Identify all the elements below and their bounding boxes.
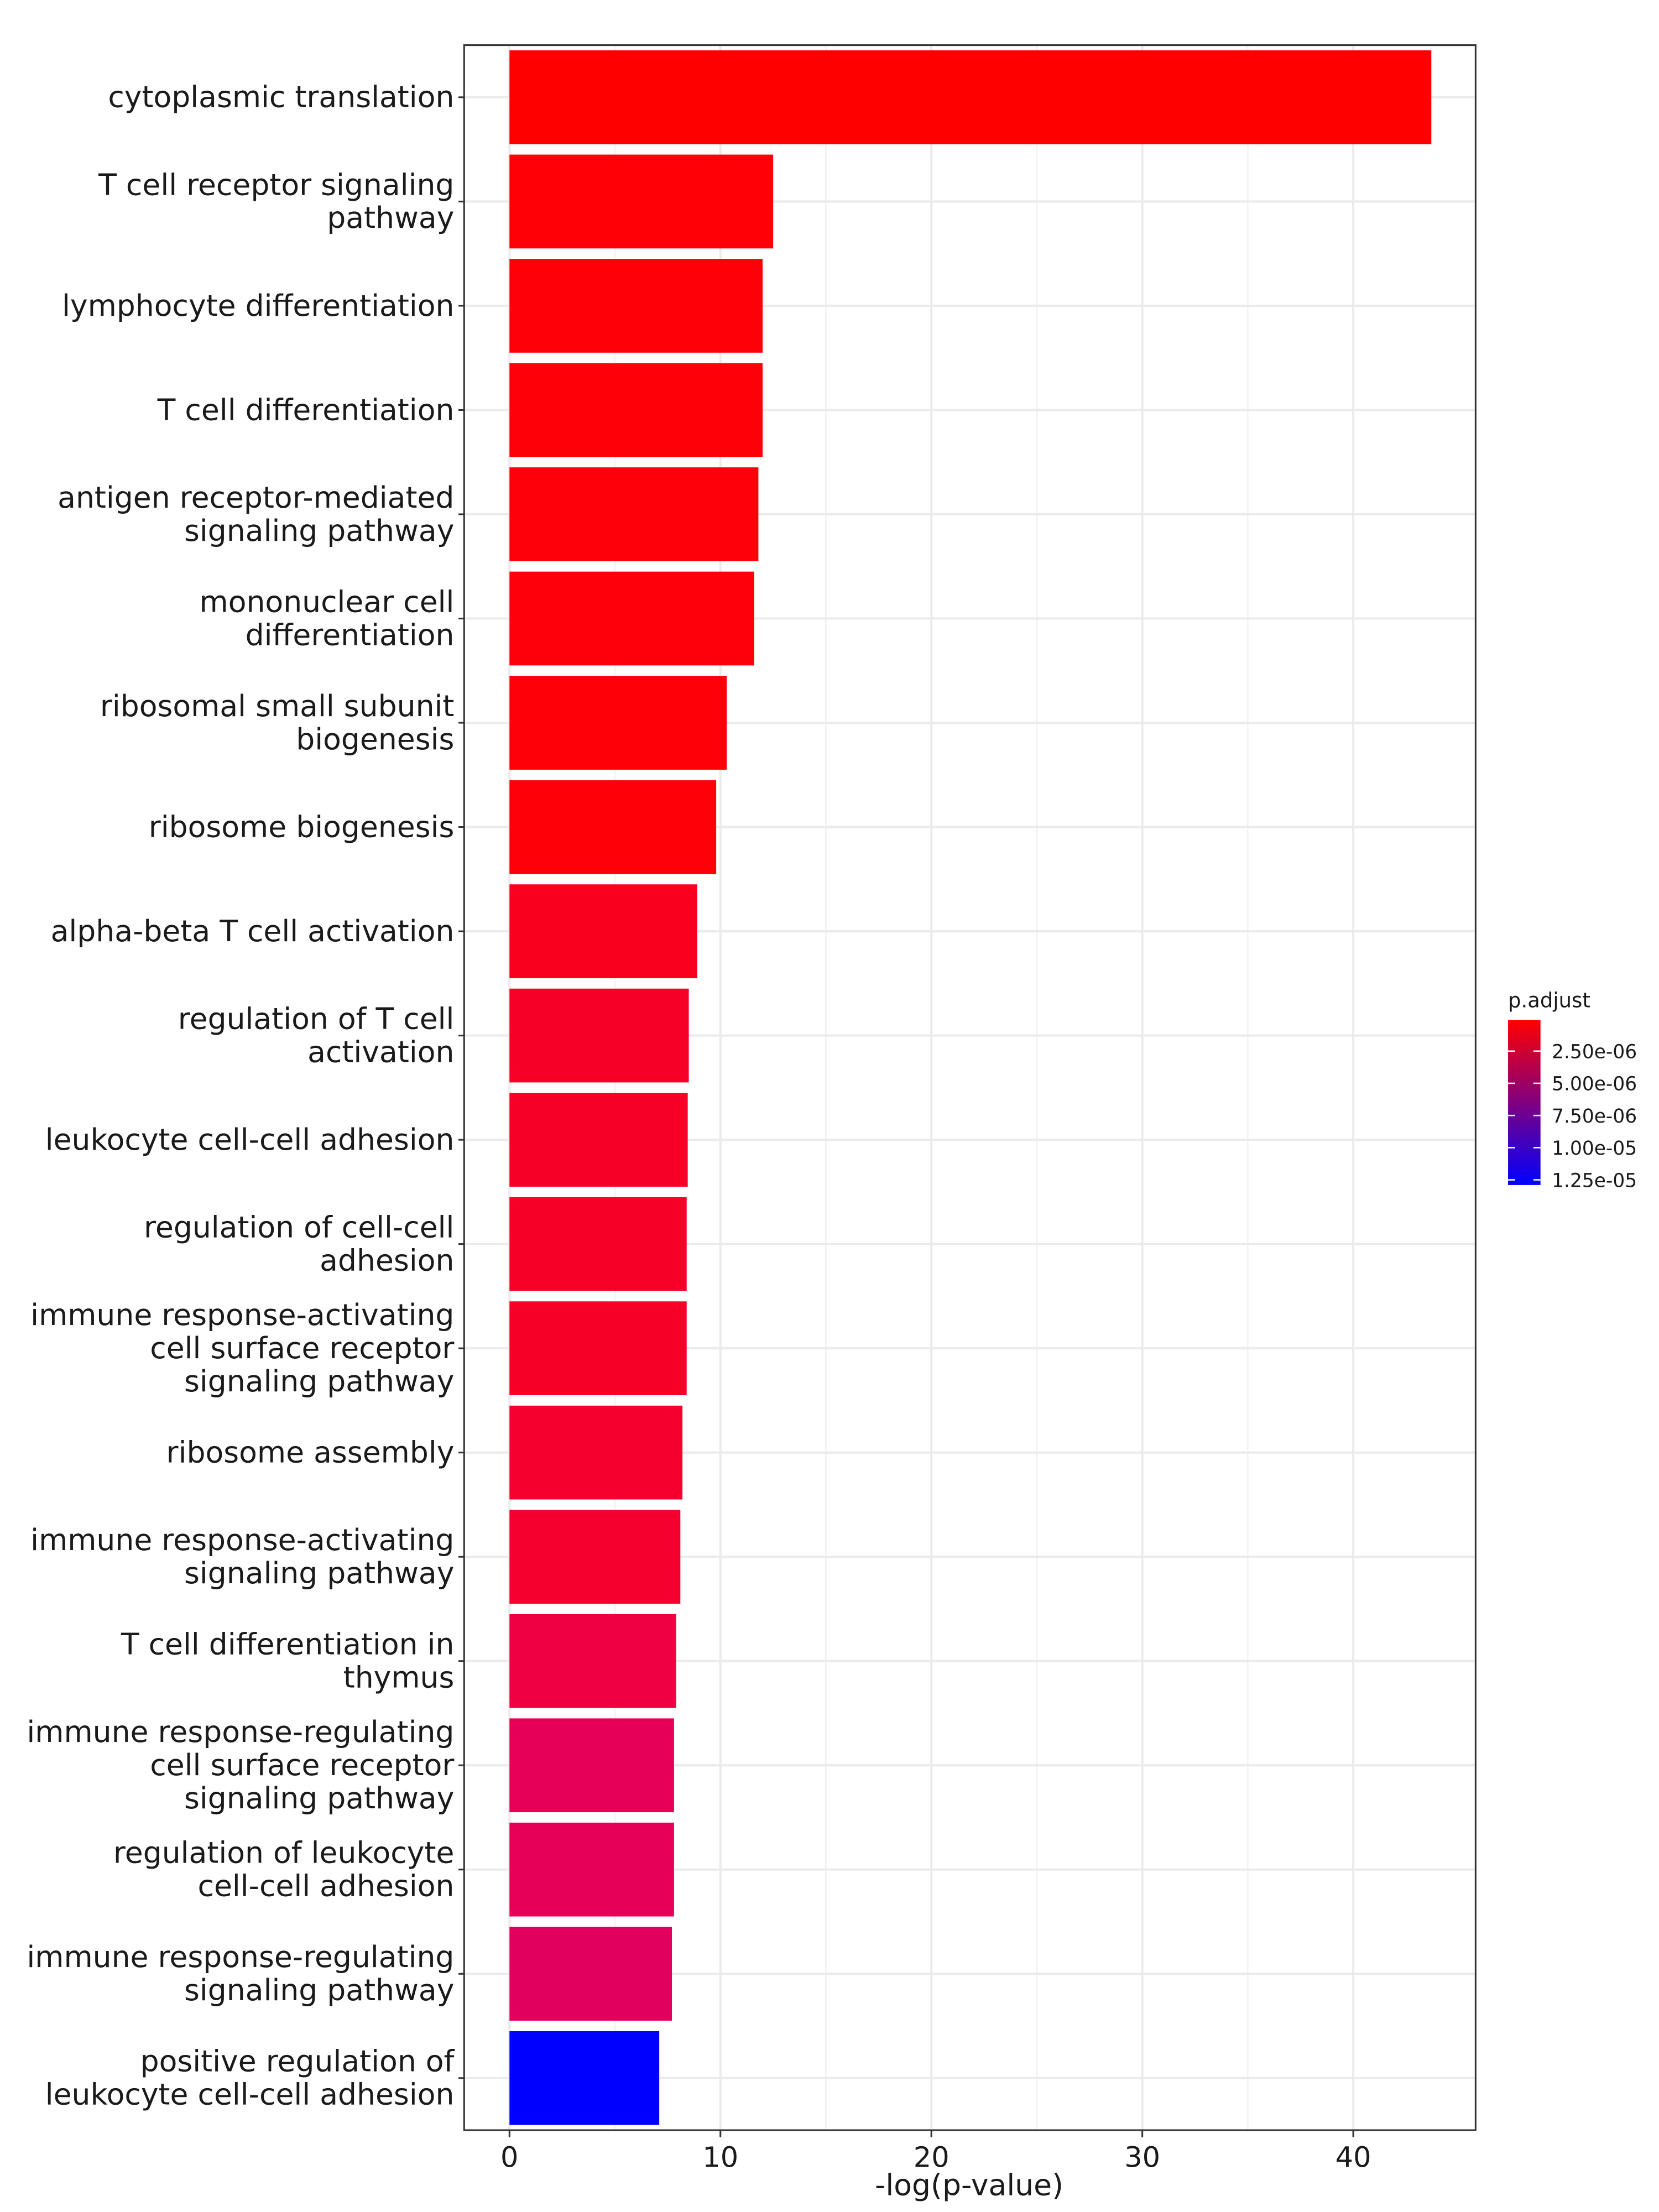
y-tick-label: regulation of T cell activation: [178, 1001, 455, 1069]
x-axis-title: -log(p-value): [875, 2167, 1063, 2202]
bar: [509, 1718, 674, 1813]
bar: [509, 884, 697, 978]
y-tick-label: ribosome biogenesis: [149, 809, 455, 844]
panel-border: [463, 44, 1477, 2131]
x-tick-label: 30: [1124, 2141, 1160, 2174]
y-tick-label: leukocyte cell-cell adhesion: [45, 1122, 455, 1157]
bar: [509, 988, 689, 1083]
y-tick-label: immune response-activating signaling path…: [30, 1522, 454, 1590]
y-tick-label: mononuclear cell differentiation: [200, 584, 455, 652]
y-tick-label: antigen receptor-mediated signaling pathw…: [58, 480, 454, 548]
bar: [509, 2031, 660, 2125]
y-tick-label: regulation of leukocyte cell-cell adhesio…: [113, 1835, 455, 1903]
y-tick-label: alpha-beta T cell activation: [51, 914, 455, 948]
bar: [509, 154, 774, 249]
y-tick-label: T cell differentiation: [157, 392, 455, 427]
x-tick-label: 0: [500, 2141, 518, 2174]
legend-label: 2.50e-06: [1552, 1041, 1637, 1063]
legend-colorbar: [1508, 1020, 1541, 1185]
y-tick-label: regulation of cell-cell adhesion: [144, 1210, 454, 1278]
x-tick-label: 40: [1335, 2141, 1371, 2174]
y-tick-label: T cell receptor signaling pathway: [98, 167, 454, 235]
bar: [509, 571, 754, 666]
bar: [509, 1822, 674, 1917]
y-tick-label: immune response-regulating signaling path…: [27, 1939, 454, 2007]
bar: [509, 1510, 681, 1604]
y-tick-label: T cell differentiation in thymus: [121, 1627, 455, 1695]
bar: [509, 50, 1432, 144]
legend-label: 1.25e-05: [1552, 1170, 1637, 1192]
bar: [509, 676, 727, 770]
bar: [509, 1927, 672, 2021]
bar: [509, 259, 763, 353]
legend-label: 7.50e-06: [1552, 1105, 1637, 1128]
bar: [509, 1197, 687, 1291]
bar: [509, 780, 717, 874]
y-tick-label: immune response-regulating cell surface r…: [27, 1714, 455, 1815]
y-tick-label: ribosomal small subunit biogenesis: [100, 688, 455, 757]
y-tick-label: lymphocyte differentiation: [62, 288, 454, 323]
bar: [509, 1405, 683, 1500]
legend-label: 1.00e-05: [1552, 1138, 1637, 1160]
bar: [509, 467, 759, 561]
y-tick-label: positive regulation of leukocyte cell-cel…: [45, 2044, 455, 2112]
legend-title: p.adjust: [1508, 988, 1590, 1012]
y-tick-label: immune response-activating cell surface r…: [30, 1297, 455, 1399]
y-tick-label: cytoplasmic translation: [108, 80, 454, 114]
y-tick-label: ribosome assembly: [166, 1435, 455, 1470]
bar: [509, 363, 763, 457]
x-tick-label: 20: [914, 2141, 950, 2174]
legend-label: 5.00e-06: [1552, 1073, 1637, 1095]
bar: [509, 1301, 687, 1395]
x-tick-label: 10: [702, 2141, 738, 2174]
bar: [509, 1093, 688, 1187]
bar: [509, 1614, 676, 1708]
